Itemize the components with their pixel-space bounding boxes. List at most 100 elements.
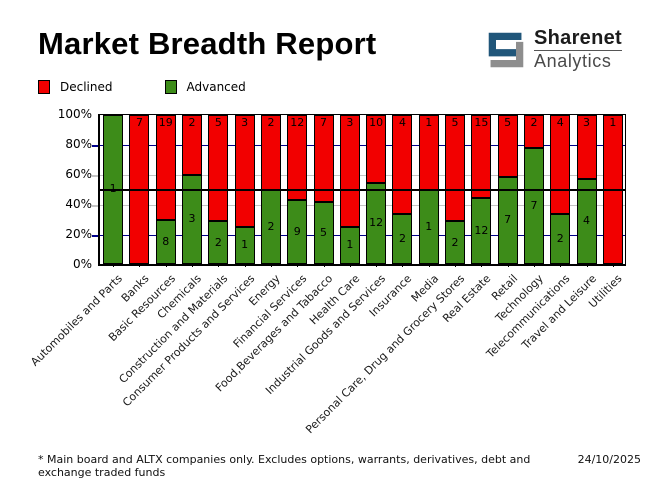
y-tick-label: 20%	[65, 227, 92, 241]
logo-text-sharenet: Sharenet	[534, 27, 622, 51]
x-tick-icon	[244, 264, 246, 267]
legend-item-advanced: Advanced	[164, 80, 246, 94]
sharenet-logo-icon	[488, 32, 524, 68]
advanced-swatch-icon	[164, 80, 177, 94]
segment-advanced	[392, 214, 413, 264]
x-category-label: Automobiles and Parts	[28, 272, 126, 369]
advanced-count-label: 12	[369, 216, 384, 230]
advanced-count-label: 2	[398, 232, 406, 245]
x-tick-icon	[455, 264, 457, 267]
segment-advanced	[366, 182, 387, 264]
legend-label: Advanced	[186, 80, 246, 94]
footer: * Main board and ALTX companies only. Ex…	[38, 453, 641, 479]
segment-advanced	[313, 201, 334, 264]
advanced-count-label: 12	[474, 223, 489, 237]
advanced-count-label: 3	[188, 212, 196, 225]
declined-count-label: 1	[425, 116, 433, 129]
x-tick-icon	[560, 264, 562, 267]
y-tick-icon	[92, 235, 98, 237]
segment-declined	[471, 115, 492, 198]
x-tick-icon	[612, 264, 614, 267]
segment-advanced	[155, 219, 176, 264]
declined-count-label: 10	[369, 116, 384, 129]
advanced-count-label: 7	[530, 198, 538, 212]
segment-advanced	[497, 177, 518, 264]
segment-declined	[523, 115, 544, 149]
advanced-count-label: 5	[320, 225, 328, 239]
advanced-count-label: 8	[162, 234, 170, 248]
advanced-count-label: 1	[425, 219, 433, 233]
bar-basic-resources: 19 8	[155, 115, 176, 264]
segment-advanced	[287, 200, 308, 264]
segment-advanced	[182, 174, 203, 264]
declined-count-label: 3	[346, 116, 354, 129]
declined-count-label: 4	[398, 116, 406, 129]
segment-declined	[339, 115, 360, 227]
segment-declined	[576, 115, 597, 179]
segment-advanced	[471, 197, 492, 264]
declined-count-label: 2	[267, 116, 275, 129]
y-tick-label: 100%	[57, 107, 92, 121]
page-title: Market Breadth Report	[38, 26, 377, 61]
y-tick-label: 40%	[65, 197, 92, 211]
x-tick-icon	[297, 264, 299, 267]
bar-financial-services: 12 9	[287, 115, 308, 264]
y-tick-icon	[92, 205, 98, 207]
segment-declined	[155, 115, 176, 220]
declined-swatch-icon	[38, 80, 50, 94]
declined-count-label: 3	[583, 116, 591, 129]
declined-count-label: 2	[188, 116, 196, 129]
segment-declined	[313, 115, 334, 202]
segment-declined	[497, 115, 518, 178]
x-tick-icon	[165, 264, 167, 267]
x-tick-icon	[481, 264, 483, 267]
segment-declined	[366, 115, 387, 183]
legend-item-declined: Declined	[38, 80, 113, 94]
segment-advanced	[339, 226, 360, 264]
segment-advanced	[576, 178, 597, 264]
segment-declined	[287, 115, 308, 201]
bar-industrial-goods-and-services: 10 12	[366, 115, 387, 264]
gridline-80	[100, 145, 625, 146]
advanced-count-label: 2	[214, 235, 222, 249]
y-tick-label: 0%	[72, 257, 92, 271]
advanced-count-label: 4	[583, 214, 591, 228]
declined-count-label: 2	[530, 116, 538, 129]
x-tick-icon	[533, 264, 535, 267]
gridline-40	[100, 205, 625, 206]
legend-label: Declined	[60, 80, 113, 94]
x-tick-icon	[428, 264, 430, 267]
fifty-percent-line	[100, 189, 625, 191]
advanced-count-label: 1	[346, 238, 354, 252]
gridline-60	[100, 175, 625, 176]
segment-advanced	[550, 214, 571, 264]
gridline-20	[100, 235, 625, 236]
segment-advanced	[445, 221, 466, 264]
advanced-count-label: 1	[103, 183, 123, 195]
sharenet-logo: Sharenet Analytics	[486, 28, 622, 72]
footer-date: 24/10/2025	[577, 453, 641, 466]
x-tick-icon	[113, 264, 115, 267]
declined-count-label: 12	[290, 116, 305, 129]
declined-count-label: 5	[451, 116, 459, 129]
segment-declined	[392, 115, 413, 215]
x-tick-icon	[586, 264, 588, 267]
declined-count-label: 7	[320, 116, 328, 129]
advanced-count-label: 9	[293, 224, 301, 238]
chart-legend: Declined Advanced	[38, 80, 298, 94]
x-tick-icon	[139, 264, 141, 267]
segment-declined	[445, 115, 466, 222]
x-tick-icon	[270, 264, 272, 267]
segment-declined	[234, 115, 255, 227]
segment-advanced	[523, 148, 544, 264]
declined-count-label: 5	[504, 116, 512, 129]
